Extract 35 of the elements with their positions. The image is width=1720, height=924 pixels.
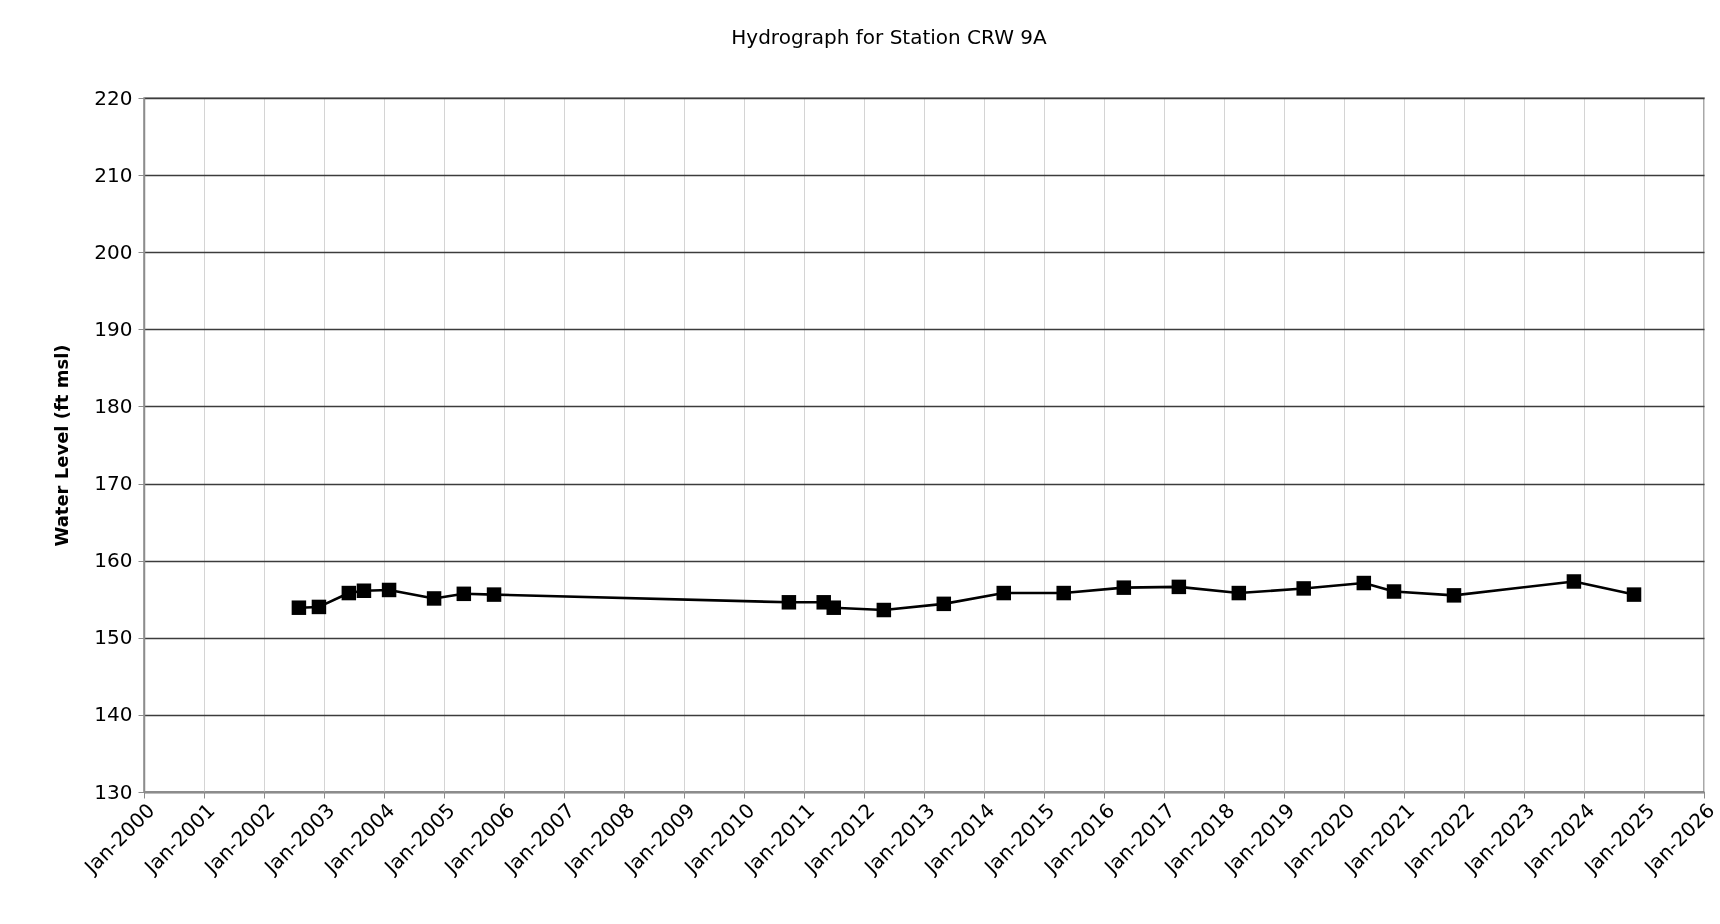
point (1356, 575, 1372, 591)
point (341, 585, 357, 601)
point (1056, 585, 1071, 601)
point (826, 600, 841, 615)
y-tick-label: 210 (94, 162, 133, 187)
y-tick-label: 180 (94, 393, 133, 418)
point (426, 591, 442, 606)
y-tick-label: 150 (94, 625, 133, 650)
point (781, 595, 797, 610)
y-axis-title: Water Level (ft msl) (51, 344, 73, 547)
y-tick-label: 140 (94, 702, 133, 727)
y-tick-label: 200 (94, 239, 133, 264)
y-tick-label: 220 (94, 85, 133, 110)
point (356, 583, 372, 598)
point (1386, 584, 1402, 599)
y-tick-label: 170 (94, 471, 133, 496)
chart-title: Hydrograph for Station CRW 9A (731, 25, 1048, 49)
point (1296, 581, 1311, 596)
point (1171, 579, 1187, 595)
point (311, 599, 327, 615)
point (1626, 587, 1642, 602)
y-tick-label: 190 (94, 316, 133, 341)
point (1231, 585, 1247, 601)
point (456, 586, 472, 602)
y-tick-label: 130 (94, 779, 133, 804)
point (936, 596, 952, 612)
point (1446, 588, 1462, 603)
point (876, 602, 892, 618)
point (486, 587, 502, 602)
point (1116, 580, 1132, 595)
point (996, 585, 1011, 601)
point (1566, 574, 1582, 589)
y-tick-label: 160 (94, 548, 133, 573)
point (381, 582, 397, 598)
point (291, 600, 307, 615)
